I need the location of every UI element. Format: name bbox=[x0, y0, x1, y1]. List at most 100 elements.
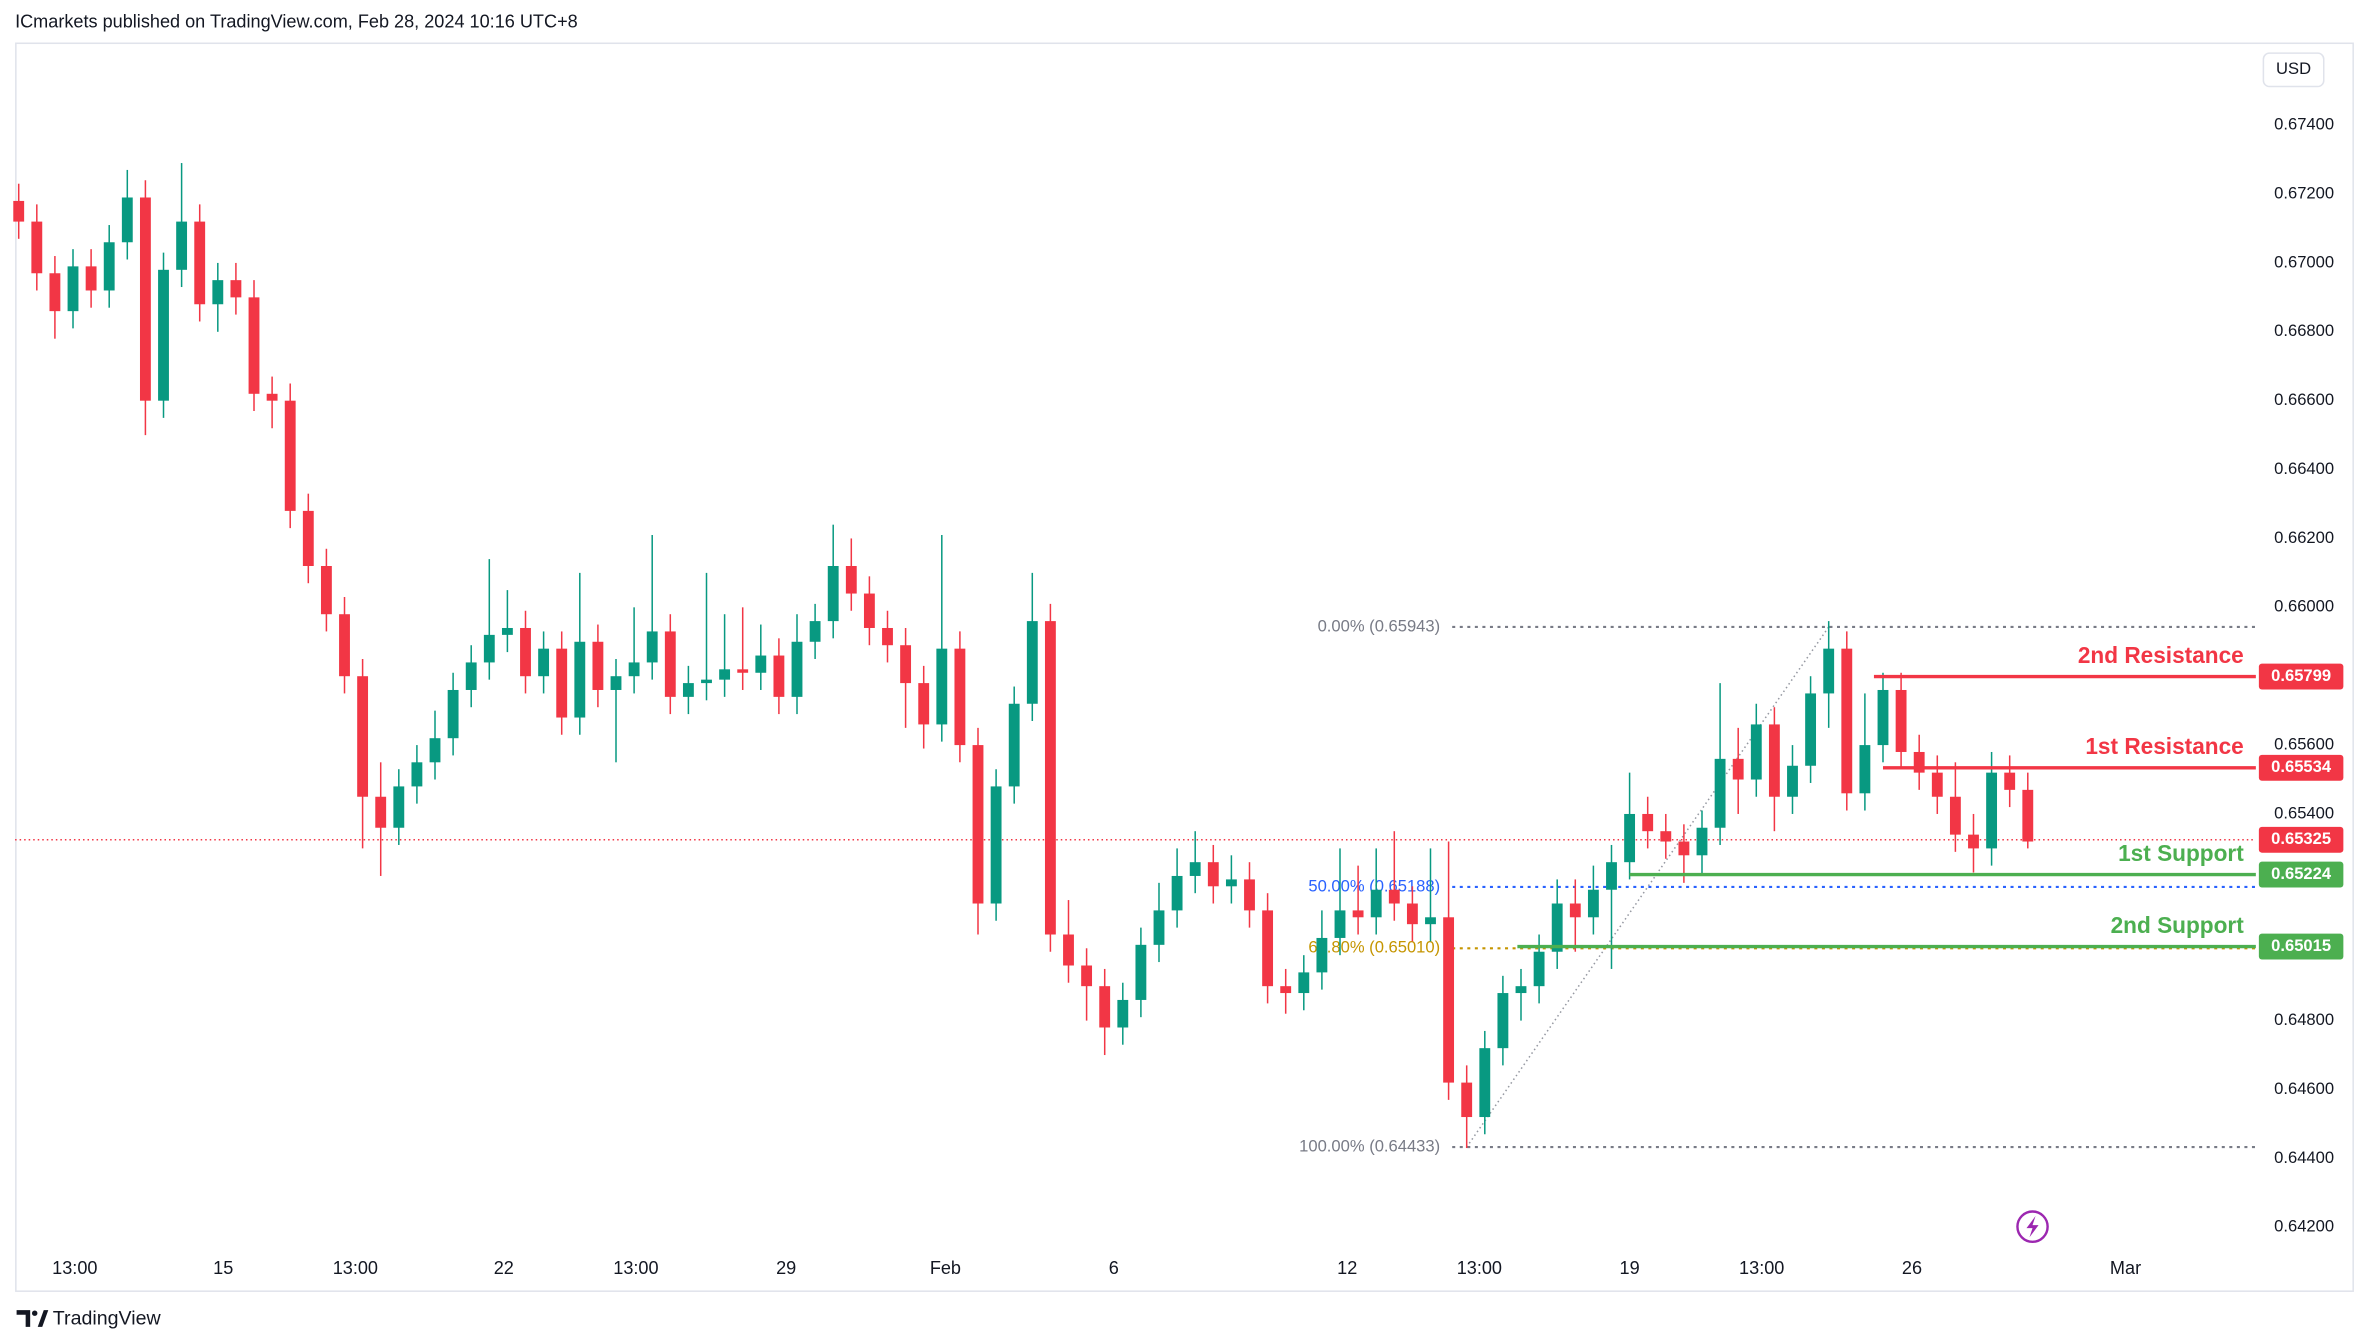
candle-body bbox=[1352, 910, 1364, 918]
candle-body bbox=[1316, 937, 1328, 973]
candle-body bbox=[610, 676, 622, 690]
candle-body bbox=[1660, 831, 1672, 842]
currency-box[interactable] bbox=[2262, 52, 2325, 88]
candle-body bbox=[954, 648, 966, 746]
candle-body bbox=[1026, 621, 1038, 704]
candle-body bbox=[809, 621, 821, 642]
candle-body bbox=[1696, 827, 1708, 856]
fib-level-label: 100.00% (0.64433) bbox=[1299, 1136, 1440, 1155]
candle-body bbox=[1551, 903, 1563, 952]
last-price-tag bbox=[2258, 826, 2344, 853]
candle-body bbox=[1425, 917, 1436, 925]
candle-body bbox=[1841, 648, 1853, 794]
x-tick-label: 13:00 bbox=[52, 1258, 97, 1278]
y-tick-label: 0.66800 bbox=[2274, 321, 2334, 340]
logo-slash bbox=[37, 1310, 49, 1327]
x-tick-label: 13:00 bbox=[1739, 1258, 1784, 1278]
candle-body bbox=[158, 269, 169, 401]
candle-body bbox=[1298, 972, 1310, 994]
candle-body bbox=[1968, 834, 1979, 849]
y-tick-label: 0.67000 bbox=[2274, 252, 2334, 271]
candle-body bbox=[49, 273, 61, 312]
candle-body bbox=[972, 745, 984, 904]
candle-body bbox=[85, 266, 97, 291]
x-tick-label: Feb bbox=[930, 1258, 961, 1278]
brand-name: TradingView bbox=[53, 1307, 162, 1329]
candle-body bbox=[1443, 917, 1455, 1083]
x-tick-label: 13:00 bbox=[1457, 1258, 1502, 1278]
y-tick-label: 0.66000 bbox=[2274, 597, 2334, 616]
fib-level-label: 61.80% (0.65010) bbox=[1308, 938, 1440, 957]
candle-body bbox=[357, 676, 369, 797]
candle-body bbox=[918, 683, 930, 725]
candle-body bbox=[1913, 751, 1925, 773]
candle-body bbox=[900, 645, 912, 684]
currency-label: USD bbox=[2276, 59, 2311, 78]
candle-body bbox=[465, 662, 477, 690]
candle-body bbox=[1895, 689, 1907, 752]
price-tag-label: 0.65534 bbox=[2271, 757, 2332, 776]
candle-body bbox=[139, 197, 151, 401]
candle-body bbox=[393, 786, 405, 828]
fib-trend-line bbox=[1466, 626, 1830, 1148]
y-tick-label: 0.64200 bbox=[2274, 1217, 2334, 1236]
y-tick-label: 0.64600 bbox=[2274, 1079, 2334, 1098]
y-tick-label: 0.65400 bbox=[2274, 803, 2334, 822]
fib-level-label: 50.00% (0.65188) bbox=[1308, 876, 1440, 895]
candle-body bbox=[755, 655, 767, 673]
candle-body bbox=[936, 648, 948, 725]
candle-body bbox=[284, 400, 296, 511]
candle-body bbox=[664, 631, 676, 697]
candle-body bbox=[1931, 772, 1943, 797]
y-tick-label: 0.66600 bbox=[2274, 390, 2334, 409]
candle-body bbox=[538, 648, 550, 677]
price-tag-label: 0.65799 bbox=[2271, 666, 2331, 685]
last-price-label: 0.65325 bbox=[2271, 829, 2331, 848]
candle-body bbox=[1877, 689, 1889, 746]
candle-body bbox=[1805, 693, 1817, 766]
candle-body bbox=[1624, 813, 1636, 863]
level-name: 2nd Resistance bbox=[2078, 642, 2244, 668]
candle-body bbox=[1479, 1048, 1491, 1118]
x-tick-label: 12 bbox=[1337, 1258, 1357, 1278]
icon-ring bbox=[2016, 1210, 2049, 1244]
replay-icon[interactable] bbox=[2016, 1210, 2049, 1244]
y-tick-label: 0.67200 bbox=[2274, 183, 2334, 202]
fib-level-label: 0.00% (0.65943) bbox=[1318, 616, 1441, 635]
candle-body bbox=[230, 280, 242, 298]
candle-body bbox=[1334, 910, 1346, 938]
x-tick-label: 29 bbox=[776, 1258, 796, 1278]
candle-body bbox=[719, 669, 731, 680]
publish-header: ICmarkets published on TradingView.com, … bbox=[15, 12, 578, 32]
candle-body bbox=[1117, 999, 1129, 1028]
candle-body bbox=[1262, 910, 1274, 987]
y-tick-label: 0.64400 bbox=[2274, 1148, 2334, 1167]
candle-body bbox=[791, 641, 803, 697]
candle-body bbox=[1099, 986, 1111, 1028]
candle-body bbox=[248, 297, 260, 394]
candle-body bbox=[1606, 862, 1617, 890]
candle-body bbox=[1986, 772, 1998, 849]
candle-body bbox=[1225, 879, 1237, 887]
candle-body bbox=[1008, 703, 1020, 787]
price-tag-label: 0.65015 bbox=[2271, 936, 2331, 955]
candle-body bbox=[845, 565, 857, 594]
candle-body bbox=[2022, 789, 2034, 842]
candle-body bbox=[1787, 765, 1798, 797]
candle-body bbox=[429, 738, 441, 763]
candle-body bbox=[1497, 993, 1509, 1049]
candle-body bbox=[646, 631, 658, 663]
x-tick-label: 13:00 bbox=[333, 1258, 378, 1278]
chart-frame bbox=[15, 42, 2354, 1292]
candle-body bbox=[990, 786, 1002, 904]
level-name: 1st Support bbox=[2118, 840, 2244, 866]
price-tag-label: 0.65224 bbox=[2271, 864, 2332, 883]
candle-body bbox=[375, 796, 387, 828]
candle-body bbox=[737, 669, 749, 673]
logo-dot bbox=[31, 1310, 38, 1316]
x-tick-label: 22 bbox=[494, 1258, 514, 1278]
candle-body bbox=[320, 565, 332, 615]
candle-body bbox=[1171, 875, 1183, 911]
